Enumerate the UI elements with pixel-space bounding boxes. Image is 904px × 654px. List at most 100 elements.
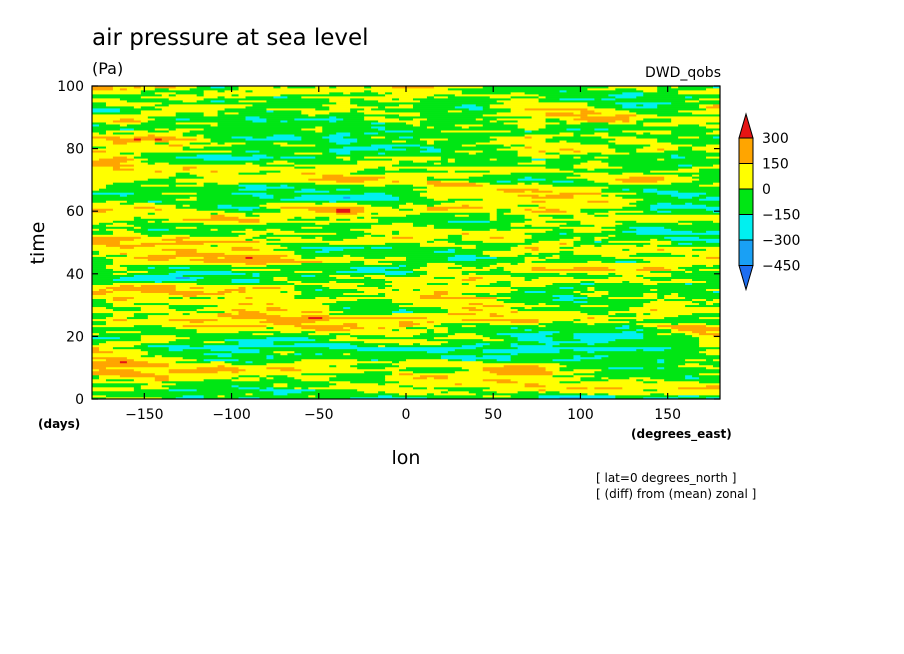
heatmap-cell	[168, 376, 232, 380]
heatmap-cell	[433, 86, 484, 89]
heatmap-cell	[315, 216, 330, 219]
heatmap-cell	[294, 342, 351, 346]
heatmap-cell	[692, 148, 721, 151]
heatmap-cell	[266, 374, 288, 378]
heatmap-cell	[189, 312, 218, 316]
heatmap-cell	[350, 152, 379, 155]
heatmap-cell	[496, 228, 512, 231]
heatmap-cell	[664, 178, 700, 181]
heatmap-cell	[280, 330, 302, 334]
heatmap-cell	[196, 138, 212, 141]
heatmap-cell	[315, 330, 428, 334]
heatmap-cell	[608, 194, 616, 197]
heatmap-cell	[545, 366, 560, 370]
heatmap-cell	[371, 212, 379, 215]
heatmap-cell	[189, 344, 205, 348]
heatmap-cell	[105, 322, 274, 326]
heatmap-cell	[545, 342, 560, 346]
heatmap-cell	[182, 324, 267, 328]
heatmap-cell	[573, 236, 581, 239]
heatmap-cell	[713, 182, 721, 185]
heatmap-cell	[482, 378, 512, 382]
heatmap-cell	[559, 140, 567, 143]
heatmap-cell	[538, 204, 637, 207]
x-tick-label: −100	[212, 407, 250, 423]
heatmap-cell	[482, 250, 560, 253]
heatmap-cell	[92, 180, 135, 183]
heatmap-cell	[161, 220, 239, 223]
heatmap-cell	[357, 288, 393, 292]
heatmap-cell	[273, 392, 288, 396]
heatmap-cell	[699, 198, 721, 201]
heatmap-cell	[608, 234, 616, 237]
heatmap-cell	[573, 298, 658, 302]
heatmap-cell	[468, 152, 477, 155]
heatmap-cell	[245, 290, 281, 294]
heatmap-cell	[98, 368, 135, 372]
heatmap-cell	[392, 280, 498, 283]
heatmap-cell	[92, 238, 135, 241]
heatmap-cell	[510, 210, 532, 213]
heatmap-cell	[189, 142, 212, 145]
heatmap-cell	[364, 156, 442, 159]
heatmap-cell	[189, 336, 267, 340]
heatmap-cell	[315, 236, 323, 239]
heatmap-cell	[580, 304, 609, 308]
heatmap-cell	[657, 210, 672, 213]
heatmap-cell	[678, 174, 693, 177]
heatmap-cell	[154, 88, 170, 91]
heatmap-cell	[140, 242, 205, 245]
heatmap-cell	[503, 338, 519, 342]
heatmap-cell	[385, 130, 414, 133]
heatmap-cell	[92, 144, 170, 147]
heatmap-cell	[168, 184, 177, 187]
heatmap-cell	[203, 136, 232, 139]
heatmap-cell	[587, 178, 616, 181]
heatmap-cell	[433, 250, 456, 253]
heatmap-cell	[343, 92, 351, 95]
heatmap-cell	[196, 154, 232, 157]
heatmap-cell	[475, 284, 512, 287]
heatmap-cell	[636, 114, 658, 117]
heatmap-cell	[259, 204, 372, 207]
heatmap-cell	[154, 266, 170, 269]
heatmap-cell	[385, 148, 407, 151]
heatmap-cell	[657, 148, 665, 151]
heatmap-cell	[203, 146, 344, 149]
heatmap-cell	[601, 244, 637, 247]
heatmap-cell	[266, 118, 295, 121]
heatmap-cell	[510, 284, 546, 287]
heatmap-cell	[294, 386, 302, 390]
heatmap-cell	[238, 188, 267, 191]
heatmap-cell	[447, 376, 581, 380]
x-axis-title: lon	[392, 447, 421, 469]
heatmap-cell	[545, 140, 560, 143]
heatmap-cell	[629, 116, 721, 119]
heatmap-cell	[92, 232, 114, 235]
heatmap-cell	[175, 136, 205, 139]
heatmap-cell	[98, 252, 121, 255]
heatmap-cell	[412, 104, 463, 107]
heatmap-cell	[92, 340, 107, 344]
heatmap-cell	[329, 100, 351, 103]
heatmap-cell	[287, 308, 330, 312]
heatmap-cell	[601, 226, 630, 229]
heatmap-cell	[154, 142, 170, 145]
colorbar-box	[738, 239, 754, 266]
heatmap-cell	[650, 242, 672, 245]
heatmap-cell	[343, 238, 435, 241]
heatmap-cell	[119, 88, 128, 91]
heatmap-cell	[545, 256, 560, 259]
heatmap-cell	[336, 142, 351, 145]
heatmap-cell	[245, 392, 253, 396]
heatmap-cell	[92, 286, 107, 289]
heatmap-cell	[266, 238, 281, 241]
heatmap-cell	[538, 318, 574, 322]
heatmap-cell	[664, 248, 693, 251]
heatmap-cell	[259, 310, 302, 314]
heatmap-cell	[378, 218, 491, 221]
heatmap-cell	[573, 244, 581, 247]
heatmap-cell	[280, 208, 309, 211]
heatmap-cell	[378, 166, 386, 169]
heatmap-cell	[168, 272, 246, 275]
